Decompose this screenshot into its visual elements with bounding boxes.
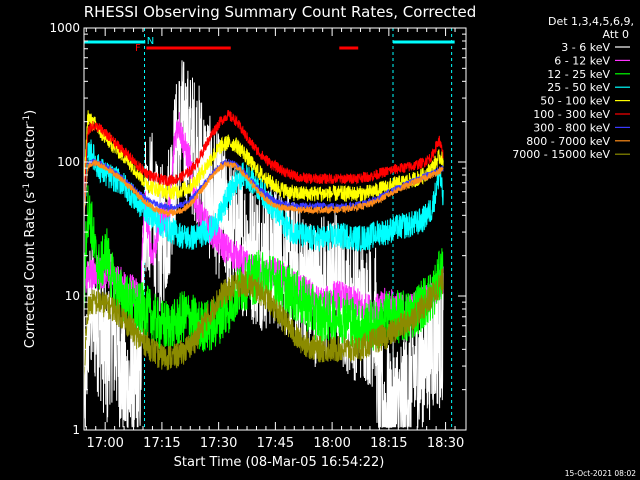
night-label: N	[147, 36, 154, 47]
legend-entry-label-2: 12 - 25 keV	[547, 68, 610, 81]
x-tick-label-4: 18:00	[313, 436, 350, 451]
series-line-6	[84, 158, 444, 218]
y-axis-label: Corrected Count Rate (s-1 detector-1)	[22, 110, 38, 348]
y-tick-label-3: 1000	[49, 21, 80, 35]
x-tick-label-0: 17:00	[86, 436, 123, 451]
legend-header-detectors: Det 1,3,4,5,6,9,	[548, 15, 634, 28]
legend-entry-label-7: 800 - 7000 keV	[526, 135, 610, 148]
x-tick-label-2: 17:30	[200, 436, 237, 451]
legend-header-attenuator: Att 0	[603, 28, 629, 41]
legend-entry-label-5: 100 - 300 keV	[533, 108, 610, 121]
chart-title: RHESSI Observing Summary Count Rates, Co…	[84, 3, 477, 21]
series-line-0	[84, 60, 444, 428]
series-line-3	[84, 139, 444, 252]
y-axis: 1 10 100 1000	[49, 21, 466, 437]
series-line-7	[84, 158, 444, 218]
y-axis-label-sup1: -1	[22, 183, 32, 192]
y-axis-label-end: )	[23, 110, 38, 115]
x-tick-label-5: 18:15	[370, 436, 407, 451]
series-group	[84, 28, 455, 430]
legend-entry-label-3: 25 - 50 keV	[547, 81, 610, 94]
y-tick-label-2: 100	[57, 155, 80, 169]
legend-entry-label-1: 6 - 12 keV	[554, 54, 610, 67]
flare-label: F	[135, 43, 141, 54]
series-line-8	[84, 268, 444, 399]
series-line-4	[84, 110, 444, 203]
y-tick-label-0: 1	[72, 423, 80, 437]
y-axis-label-sup2: -1	[22, 115, 32, 124]
legend-entry-label-0: 3 - 6 keV	[561, 41, 610, 54]
plot-area: NF	[84, 28, 455, 430]
legend-entry-label-4: 50 - 100 keV	[540, 95, 610, 108]
series-line-5	[84, 110, 444, 203]
x-tick-label-6: 18:30	[427, 436, 464, 451]
footer-timestamp: 15-Oct-2021 08:02	[565, 469, 636, 478]
x-tick-label-3: 17:45	[257, 436, 294, 451]
x-tick-label-1: 17:15	[143, 436, 180, 451]
x-axis-label: Start Time (08-Mar-05 16:54:22)	[174, 455, 385, 470]
x-axis: 17:00 17:15 17:30 17:45 18:00 18:15 18:30	[85, 28, 464, 451]
legend-entry-label-6: 300 - 800 keV	[533, 121, 610, 134]
y-axis-label-main: Corrected Count Rate (s	[23, 192, 38, 349]
y-tick-label-1: 10	[65, 289, 80, 303]
legend-entry-label-8: 7000 - 15000 keV	[512, 148, 610, 161]
y-axis-label-mid: detector	[23, 123, 38, 183]
